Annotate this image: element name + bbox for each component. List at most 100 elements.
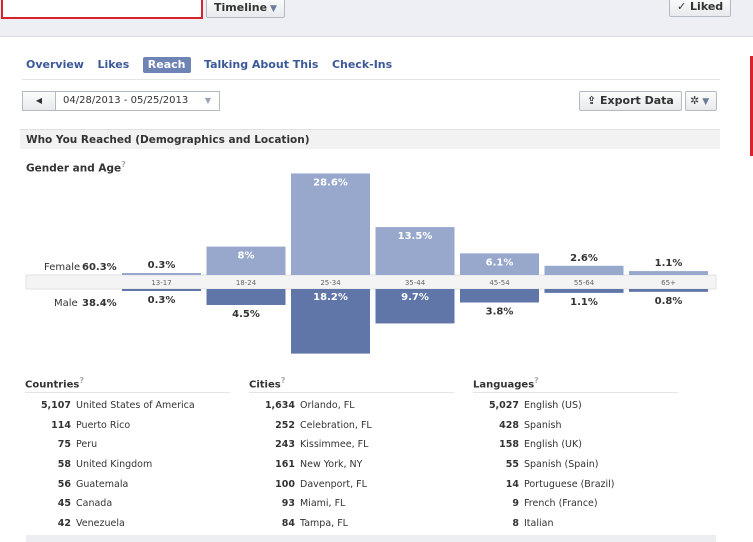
- countries-title-text: Countries: [25, 379, 80, 391]
- count-value: 161: [275, 459, 295, 471]
- bars-group: 0.3% 0.3% 13-17 8% 4.5% 18-24 28.6% 18.2% 25-34 1…: [122, 173, 708, 354]
- female-bar-13-17[interactable]: [122, 273, 201, 275]
- item-label: Spanish: [524, 419, 562, 431]
- female-value-label: 1.1%: [655, 258, 683, 269]
- item-label: Peru: [76, 439, 98, 451]
- help-icon[interactable]: ?: [121, 160, 126, 169]
- male-bar-65+[interactable]: [629, 289, 708, 292]
- female-total: 60.3%: [82, 262, 117, 273]
- item-label: Miami, FL: [300, 498, 346, 510]
- male-value-label: 9.7%: [401, 292, 429, 303]
- countries-title: Countries?: [25, 376, 230, 393]
- timeline-button[interactable]: Timeline ▼: [206, 0, 285, 18]
- age-tick-label: 55-64: [574, 279, 595, 287]
- help-icon[interactable]: ?: [280, 376, 286, 385]
- male-value-label: 0.3%: [148, 295, 176, 306]
- list-item: 14 Portuguese (Brazil): [473, 475, 678, 495]
- female-value-label: 28.6%: [313, 177, 348, 188]
- item-label: Davenport, FL: [300, 478, 367, 490]
- count-value: 84: [281, 518, 295, 530]
- count-value: 100: [275, 478, 295, 490]
- female-value-label: 8%: [238, 251, 255, 262]
- female-bar-45-54[interactable]: [460, 253, 539, 275]
- female-label: Female: [44, 262, 80, 273]
- female-value-label: 2.6%: [570, 253, 598, 264]
- female-bar-65+[interactable]: [629, 271, 708, 275]
- languages-title: Languages?: [473, 376, 678, 393]
- age-tick-label: 65+: [661, 279, 676, 287]
- list-item: 58 United Kingdom: [25, 455, 230, 475]
- male-bar-25-34[interactable]: [291, 289, 370, 354]
- count-value: 5,107: [40, 400, 71, 411]
- male-bar-13-17[interactable]: [122, 289, 201, 291]
- help-icon[interactable]: ?: [534, 376, 539, 385]
- item-label: United Kingdom: [76, 459, 153, 471]
- date-range-select[interactable]: 04/28/2013 - 05/25/2013 ▼: [55, 91, 220, 111]
- count-value: 45: [57, 498, 71, 510]
- bottom-strip: [26, 535, 716, 542]
- count-value: 9: [512, 498, 519, 510]
- tab-overview[interactable]: Overview: [26, 58, 84, 71]
- settings-button[interactable]: ✲ ▼: [685, 91, 717, 111]
- female-bar-35-44[interactable]: [375, 227, 455, 275]
- item-label: Italian: [524, 518, 554, 530]
- gender-age-title-text: Gender and Age: [26, 162, 122, 175]
- female-bar-25-34[interactable]: [291, 173, 370, 275]
- female-bar-18-24[interactable]: [206, 246, 286, 275]
- insights-panel: Overview Likes Reach Talking About This …: [16, 44, 721, 542]
- list-item: 42 Venezuela: [25, 514, 230, 534]
- item-label: Guatemala: [76, 478, 129, 490]
- male-bar-18-24[interactable]: [206, 289, 286, 305]
- male-total: 38.4%: [82, 298, 117, 309]
- languages-title-text: Languages: [473, 379, 535, 391]
- page-name-field[interactable]: [1, 0, 203, 19]
- tab-reach[interactable]: Reach: [142, 57, 191, 73]
- list-item: 8 Italian: [473, 514, 678, 534]
- export-label: Export Data: [600, 94, 674, 107]
- languages-list: Languages? 5,027 English (US) 428 Spanish 15…: [473, 376, 678, 534]
- tab-likes[interactable]: Likes: [97, 58, 130, 71]
- liked-label: Liked: [690, 0, 724, 13]
- female-bar-55-64[interactable]: [544, 265, 624, 275]
- item-label: Portuguese (Brazil): [524, 478, 615, 490]
- age-tick-label: 45-54: [489, 279, 510, 287]
- female-value-label: 13.5%: [398, 231, 433, 242]
- male-value-label: 1.1%: [570, 297, 598, 308]
- item-label: Celebration, FL: [300, 419, 372, 431]
- cities-title: Cities?: [249, 376, 454, 393]
- cities-list: Cities? 1,634 Orlando, FL 252 Celebration, …: [249, 376, 454, 534]
- list-item: 84 Tampa, FL: [249, 514, 454, 534]
- count-value: 42: [57, 518, 71, 530]
- male-label: Male: [54, 298, 78, 309]
- tab-check-ins[interactable]: Check-Ins: [331, 58, 393, 71]
- gear-icon: ✲: [690, 94, 700, 107]
- count-value: 56: [57, 478, 71, 490]
- tab-talking-about-this[interactable]: Talking About This: [204, 58, 319, 71]
- count-value: 58: [57, 459, 71, 471]
- count-value: 5,027: [488, 400, 519, 411]
- count-value: 93: [281, 498, 295, 510]
- item-label: Kissimmee, FL: [300, 439, 369, 451]
- male-bar-55-64[interactable]: [544, 289, 624, 293]
- help-icon[interactable]: ?: [79, 376, 84, 385]
- export-data-button[interactable]: ⇪ Export Data: [579, 91, 682, 111]
- list-item: 100 Davenport, FL: [249, 475, 454, 495]
- chevron-down-icon: ▼: [270, 4, 277, 14]
- list-item: 56 Guatemala: [25, 475, 230, 495]
- count-value: 158: [499, 439, 519, 451]
- count-value: 8: [512, 518, 519, 530]
- list-item: 114 Puerto Rico: [25, 416, 230, 436]
- list-item: 158 English (UK): [473, 435, 678, 455]
- male-value-label: 3.8%: [486, 306, 514, 317]
- male-bar-35-44[interactable]: [375, 289, 455, 324]
- male-bar-45-54[interactable]: [460, 289, 539, 303]
- cities-title-text: Cities: [249, 379, 281, 391]
- item-label: Orlando, FL: [300, 400, 355, 411]
- count-value: 243: [275, 439, 295, 451]
- scroll-indicator: [750, 56, 753, 156]
- chevron-down-icon: ▼: [204, 96, 211, 105]
- countries-list: Countries? 5,107 United States of America…: [25, 376, 230, 534]
- age-tick-label: 35-44: [405, 279, 426, 287]
- liked-button[interactable]: ✓ Liked: [669, 0, 732, 17]
- count-value: 55: [505, 459, 519, 471]
